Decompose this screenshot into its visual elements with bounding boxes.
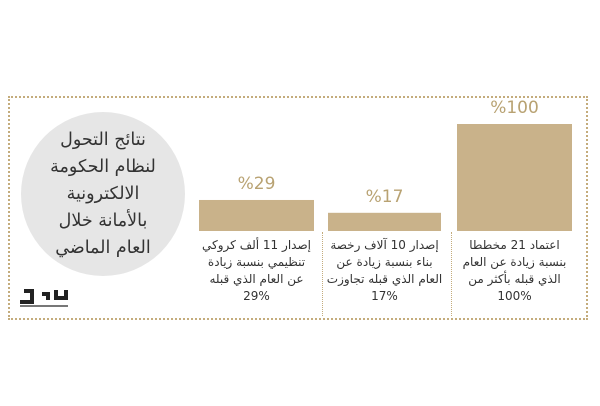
infographic-frame [8, 96, 588, 320]
divider [451, 232, 452, 316]
data-label: %29 [237, 173, 276, 194]
category-label: إصدار 10 آلاف رخصة بناء بنسبة زيادة عن ا… [326, 238, 443, 303]
bar [199, 199, 314, 231]
infographic-title: نتائج التحول لنظام الحكومة الالكترونية ب… [50, 129, 156, 258]
bar [457, 124, 572, 231]
brand-logo [16, 282, 76, 312]
title-circle: نتائج التحول لنظام الحكومة الالكترونية ب… [21, 112, 185, 276]
data-label: %17 [365, 186, 404, 207]
category-label: اعتماد 21 مخططا بنسبة زيادة عن العام الذ… [462, 238, 567, 303]
makkah-logo-icon [20, 289, 68, 307]
data-label: %100 [490, 98, 539, 118]
category-label: إصدار 11 ألف كروكي تنظيمي بنسبة زيادة عن… [202, 238, 311, 303]
bar [328, 212, 441, 231]
divider [322, 232, 323, 316]
